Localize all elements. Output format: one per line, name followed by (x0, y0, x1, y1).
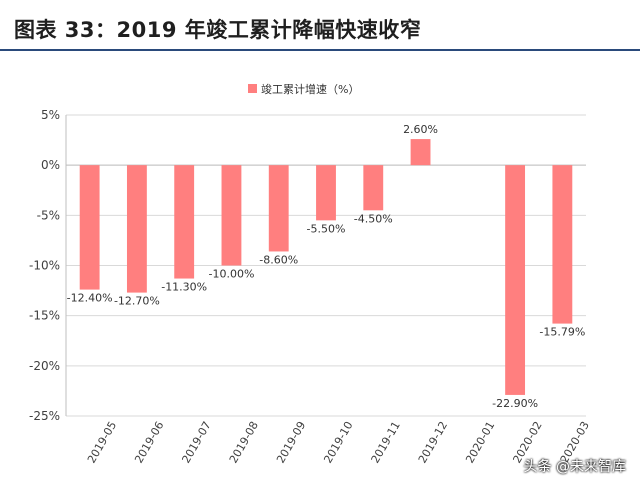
bar (552, 165, 573, 324)
bar (505, 165, 526, 395)
y-tick-label: 0% (41, 158, 60, 172)
bar (268, 165, 289, 252)
x-tick-label: 2020-01 (463, 419, 497, 465)
data-label: -22.90% (492, 397, 538, 410)
data-label: -11.30% (161, 281, 207, 294)
y-tick-label: -10% (29, 259, 60, 273)
data-label: -5.50% (307, 222, 346, 235)
bar (410, 139, 431, 166)
data-label: -10.00% (208, 268, 254, 281)
y-tick-label: -20% (29, 359, 60, 373)
legend-swatch (248, 84, 257, 93)
x-tick-label: 2019-08 (227, 419, 261, 465)
data-label: -15.79% (539, 326, 585, 339)
page-title: 图表 33：2019 年竣工累计降幅快速收窄 (14, 18, 422, 42)
x-tick-label: 2019-10 (321, 419, 355, 465)
bar (126, 165, 147, 293)
x-tick-label: 2019-11 (369, 419, 403, 465)
bar (363, 165, 384, 211)
y-tick-label: -25% (29, 409, 60, 423)
data-label: -4.50% (354, 212, 393, 225)
bar (79, 165, 100, 290)
data-label: 2.60% (403, 123, 438, 136)
x-tick-label: 2019-06 (132, 419, 166, 465)
bar (316, 165, 336, 221)
x-tick-label: 2019-07 (180, 419, 214, 465)
title-divider (0, 49, 640, 51)
y-tick-label: -5% (37, 208, 60, 222)
legend-label: 竣工累计增速（%） (261, 82, 359, 96)
bar (174, 165, 195, 279)
data-label: -12.70% (114, 295, 160, 308)
x-tick-label: 2019-05 (85, 419, 119, 465)
x-tick-label: 2019-09 (274, 419, 308, 465)
data-label: -12.40% (67, 292, 113, 305)
bar (221, 165, 242, 266)
legend: 竣工累计增速（%） (248, 82, 359, 96)
y-tick-label: 5% (41, 108, 60, 122)
data-label: -8.60% (259, 253, 298, 266)
watermark: 头条 @未来智库 (523, 459, 626, 475)
y-tick-label: -15% (29, 309, 60, 323)
x-tick-label: 2019-12 (416, 419, 450, 465)
